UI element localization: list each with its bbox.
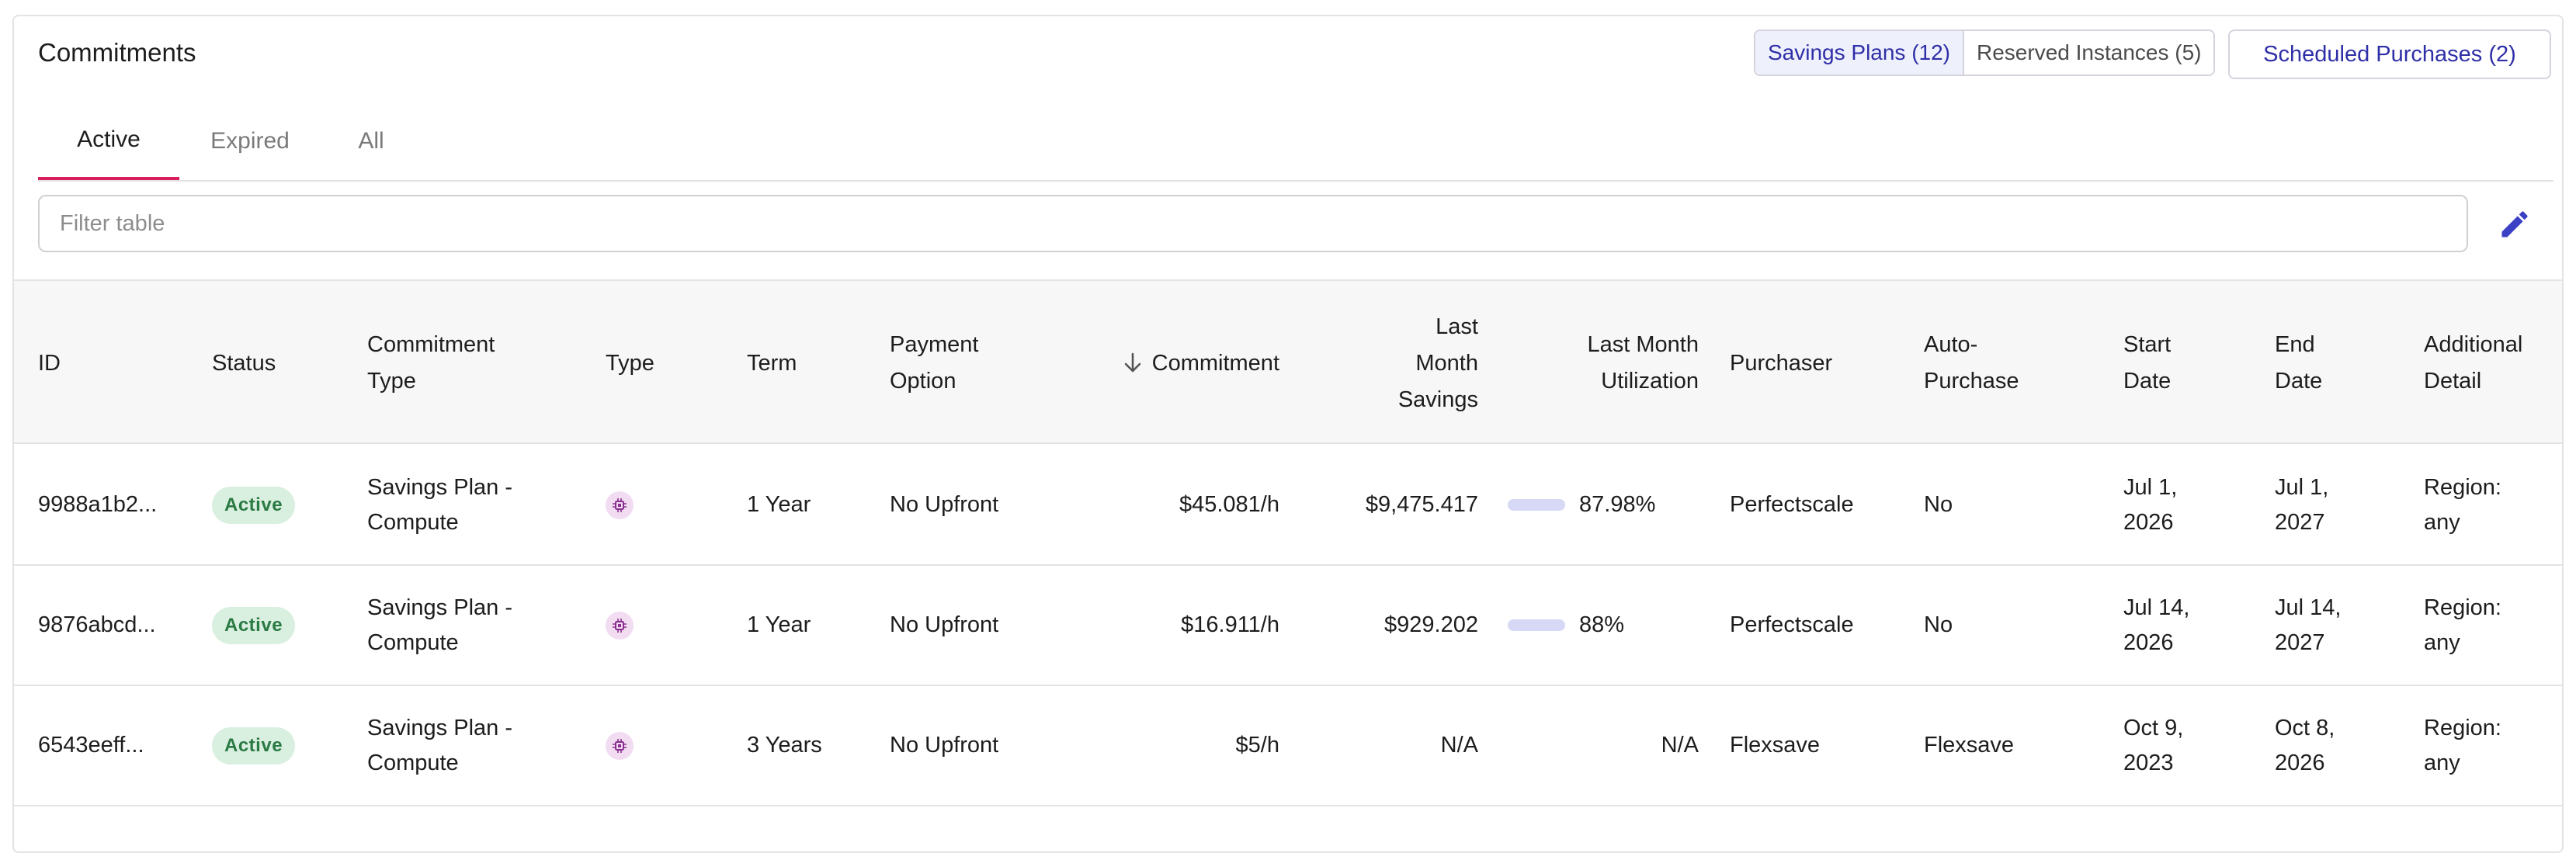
pencil-icon: [2498, 207, 2532, 245]
column-header-commitment[interactable]: Commitment: [1047, 281, 1279, 446]
cell-id: 9876abcd...: [38, 612, 156, 637]
status-badge: Active: [212, 486, 296, 524]
cell-last-month-savings: N/A: [1440, 733, 1478, 758]
card-title: Commitments: [38, 38, 196, 67]
column-header-type[interactable]: Type: [606, 350, 654, 376]
cell-commitment: $45.081/h: [1179, 492, 1279, 517]
compute-chip-icon: [606, 611, 634, 640]
edit-columns-button[interactable]: [2495, 206, 2534, 245]
cell-utilization: N/A: [1661, 733, 1699, 758]
cell-additional-detail: Region: any: [2424, 474, 2501, 535]
cell-auto-purchase: No: [1924, 612, 1953, 637]
cell-term: 1 Year: [747, 492, 811, 517]
column-header-id[interactable]: ID: [38, 350, 61, 376]
utilization-indicator: 87.98%: [1508, 487, 1655, 522]
utilization-bar: [1508, 499, 1565, 511]
cell-start-date: Jul 1, 2026: [2123, 474, 2178, 535]
utilization-indicator: 88%: [1508, 608, 1624, 643]
column-header-status[interactable]: Status: [212, 350, 276, 376]
compute-chip-icon: [606, 491, 634, 519]
commitments-card: Commitments Savings Plans (12) Reserved …: [12, 15, 2564, 853]
utilization-bar: [1508, 619, 1565, 631]
tab-all[interactable]: All: [358, 128, 384, 154]
cell-commitment: $5/h: [1235, 733, 1279, 758]
column-header-last-month-savings[interactable]: Last Month Savings: [1397, 314, 1478, 412]
table-row[interactable]: 9988a1b2... Active Savings Plan - Comput…: [14, 446, 2562, 566]
column-header-end-date[interactable]: End Date: [2275, 332, 2323, 394]
status-badge: Active: [212, 606, 296, 644]
cell-id: 6543eeff...: [38, 733, 144, 758]
utilization-value: 87.98%: [1579, 492, 1656, 517]
cell-last-month-savings: $9,475.417: [1365, 492, 1478, 517]
cell-end-date: Jul 1, 2027: [2275, 474, 2329, 535]
cell-auto-purchase: Flexsave: [1924, 733, 2015, 758]
cell-end-date: Oct 8, 2026: [2275, 715, 2335, 775]
cell-term: 3 Years: [747, 733, 822, 758]
cell-utilization: 88%: [1508, 566, 1699, 685]
cell-type: [606, 566, 699, 685]
column-header-start-date[interactable]: Start Date: [2123, 332, 2172, 394]
cell-auto-purchase: No: [1924, 492, 1953, 517]
cell-type: [606, 686, 699, 805]
cell-purchaser: Perfectscale: [1730, 612, 1854, 637]
cell-additional-detail: Region: any: [2424, 595, 2501, 655]
scheduled-purchases-button[interactable]: Scheduled Purchases (2): [2228, 29, 2551, 79]
column-header-additional-detail[interactable]: Additional Detail: [2424, 332, 2523, 394]
tab-active[interactable]: Active: [38, 102, 179, 180]
filter-table-input[interactable]: [38, 195, 2468, 252]
cell-purchaser: Perfectscale: [1730, 492, 1854, 517]
cell-status: Active: [212, 566, 352, 685]
tab-expired[interactable]: Expired: [210, 128, 290, 154]
column-header-commitment-label: Commitment: [1151, 350, 1279, 376]
cell-payment-option: No Upfront: [890, 492, 999, 517]
cell-start-date: Jul 14, 2026: [2123, 595, 2190, 655]
cell-commitment-type: Savings Plan - Compute: [367, 595, 512, 655]
cell-end-date: Jul 14, 2027: [2275, 595, 2342, 655]
arrow-down-icon: [1123, 352, 1143, 374]
cell-type: [606, 446, 699, 564]
table-header: ID Status Commitment Type Type Term Paym…: [14, 279, 2562, 446]
cell-status: Active: [212, 446, 352, 564]
cell-start-date: Oct 9, 2023: [2123, 715, 2184, 775]
table-row[interactable]: 9876abcd... Active Savings Plan - Comput…: [14, 566, 2562, 686]
cell-status: Active: [212, 686, 352, 805]
cell-payment-option: No Upfront: [890, 612, 999, 637]
cell-utilization: 87.98%: [1508, 446, 1699, 564]
cell-commitment-type: Savings Plan - Compute: [367, 715, 512, 775]
table-row[interactable]: 6543eeff... Active Savings Plan - Comput…: [14, 686, 2562, 806]
cell-last-month-savings: $929.202: [1384, 612, 1478, 637]
column-header-payment-option[interactable]: Payment Option: [890, 332, 979, 394]
cell-purchaser: Flexsave: [1730, 733, 1821, 758]
savings-plans-toggle-button[interactable]: Savings Plans (12): [1755, 31, 1965, 75]
cell-term: 1 Year: [747, 612, 811, 637]
column-header-last-month-utilization[interactable]: Last Month Utilization: [1587, 332, 1699, 394]
column-header-term[interactable]: Term: [747, 350, 797, 376]
utilization-value: 88%: [1579, 612, 1625, 637]
status-tabs: Active Expired All: [38, 102, 2553, 182]
cell-additional-detail: Region: any: [2424, 715, 2501, 775]
cell-id: 9988a1b2...: [38, 492, 158, 517]
status-badge: Active: [212, 726, 296, 765]
cell-commitment-type: Savings Plan - Compute: [367, 474, 512, 535]
column-header-commitment-type[interactable]: Commitment Type: [367, 332, 495, 394]
reserved-instances-toggle-button[interactable]: Reserved Instances (5): [1964, 31, 2214, 75]
column-header-auto-purchase[interactable]: Auto- Purchase: [1924, 332, 2019, 394]
cell-commitment: $16.911/h: [1181, 612, 1279, 637]
compute-chip-icon: [606, 731, 634, 760]
commitment-kind-toggle: Savings Plans (12) Reserved Instances (5…: [1754, 29, 2216, 76]
cell-payment-option: No Upfront: [890, 733, 999, 758]
column-header-purchaser[interactable]: Purchaser: [1730, 350, 1833, 376]
